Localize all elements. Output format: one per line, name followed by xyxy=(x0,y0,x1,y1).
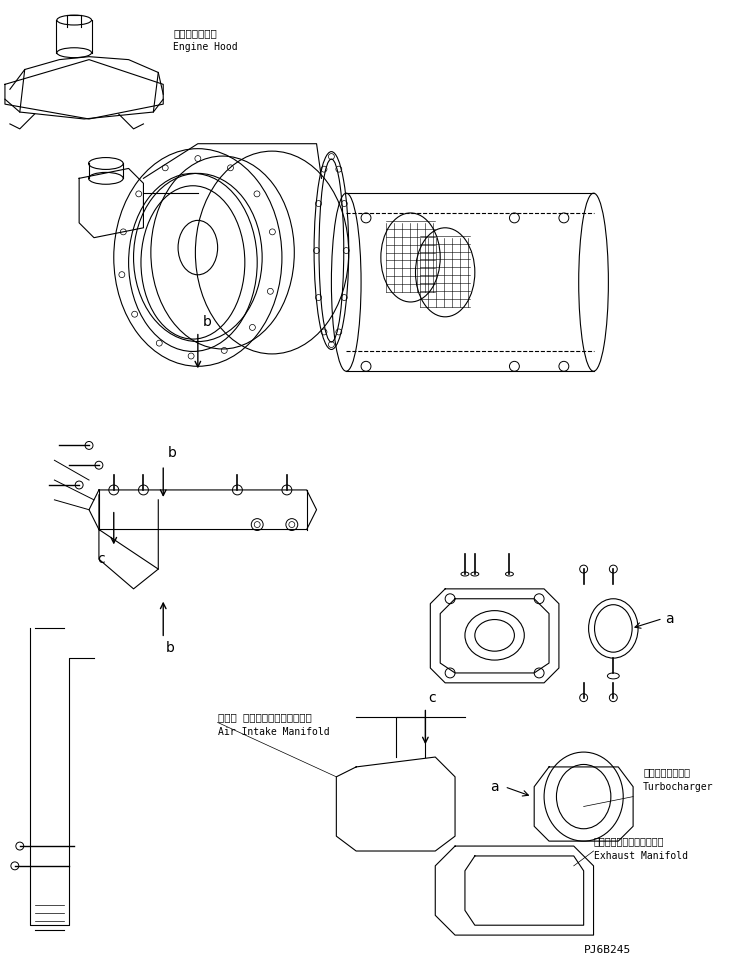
Text: Engine Hood: Engine Hood xyxy=(173,42,238,51)
Text: a: a xyxy=(490,780,499,794)
Text: b: b xyxy=(203,315,211,328)
Text: PJ6B245: PJ6B245 xyxy=(584,945,631,954)
Text: Air Intake Manifold: Air Intake Manifold xyxy=(218,728,330,737)
Text: b: b xyxy=(166,641,175,655)
Text: Exhaust Manifold: Exhaust Manifold xyxy=(593,851,687,861)
Text: ターボチャージャ: ターボチャージャ xyxy=(643,766,690,777)
Text: b: b xyxy=(168,447,177,460)
Text: Turbocharger: Turbocharger xyxy=(643,782,714,792)
Text: エキゾーストマニホールド: エキゾーストマニホールド xyxy=(593,836,664,846)
Text: エアー インテークマニホールド: エアー インテークマニホールド xyxy=(218,712,311,723)
Text: c: c xyxy=(97,552,104,566)
Text: エンジンフード: エンジンフード xyxy=(173,28,217,38)
Text: c: c xyxy=(429,691,436,704)
Text: a: a xyxy=(665,611,674,626)
